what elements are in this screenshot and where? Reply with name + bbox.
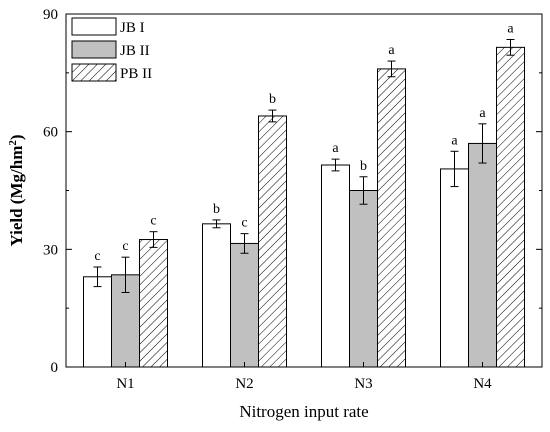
bar bbox=[230, 242, 259, 368]
bar bbox=[496, 46, 525, 368]
bar bbox=[202, 223, 231, 368]
significance-label: a bbox=[479, 106, 486, 121]
bar bbox=[139, 239, 168, 368]
significance-label: b bbox=[360, 159, 367, 174]
x-axis-title: Nitrogen input rate bbox=[239, 402, 368, 421]
significance-label: a bbox=[451, 133, 458, 148]
bar bbox=[377, 68, 406, 368]
axes: 0 30 60 90 N1 N2 N3 N4 bbox=[43, 7, 542, 392]
chart-marks: c c c b c b a b a a a a bbox=[83, 21, 525, 368]
legend-swatch bbox=[71, 17, 117, 36]
x-tick-label: N4 bbox=[473, 376, 492, 392]
significance-label: a bbox=[332, 141, 339, 156]
significance-label: a bbox=[388, 43, 395, 58]
y-tick-label: 30 bbox=[43, 242, 58, 258]
bar bbox=[349, 190, 378, 368]
y-tick-label: 0 bbox=[51, 360, 59, 376]
bar bbox=[258, 115, 287, 368]
y-tick-label: 90 bbox=[43, 7, 58, 23]
significance-label: b bbox=[213, 202, 220, 217]
bar bbox=[468, 142, 497, 368]
significance-label: c bbox=[122, 239, 128, 254]
legend-label: JB II bbox=[120, 43, 150, 59]
significance-label: a bbox=[507, 21, 514, 36]
bar bbox=[440, 168, 469, 368]
x-tick-label: N1 bbox=[116, 376, 134, 392]
y-axis-title-close: ) bbox=[7, 134, 26, 140]
x-tick-label: N2 bbox=[235, 376, 253, 392]
significance-label: b bbox=[269, 92, 276, 107]
y-axis-title: Yield (Mg/hm2) bbox=[7, 134, 26, 246]
y-tick-label: 60 bbox=[43, 125, 58, 141]
legend: JB I JB II PB II bbox=[71, 17, 152, 82]
y-axis-title-main: Yield (Mg/hm bbox=[7, 146, 26, 247]
legend-swatch bbox=[71, 63, 117, 82]
bar bbox=[321, 164, 350, 368]
y-axis-title-superscript: 2 bbox=[7, 140, 19, 146]
significance-label: c bbox=[150, 214, 156, 229]
legend-label: JB I bbox=[120, 20, 145, 36]
legend-label: PB II bbox=[120, 66, 152, 82]
legend-swatch bbox=[71, 40, 117, 59]
significance-label: c bbox=[94, 249, 100, 264]
x-tick-label: N3 bbox=[354, 376, 372, 392]
significance-label: c bbox=[241, 216, 247, 231]
bar bbox=[83, 276, 112, 368]
